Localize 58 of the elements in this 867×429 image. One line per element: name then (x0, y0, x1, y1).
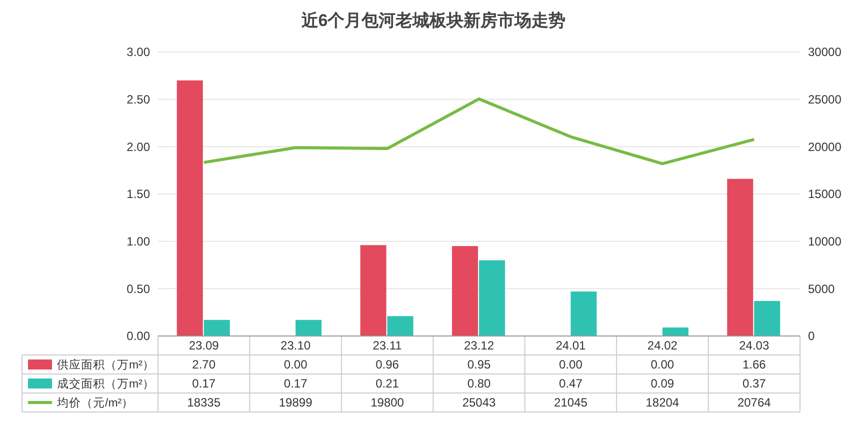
x-tick-label: 23.11 (372, 338, 402, 353)
y2-tick-label: 0 (808, 329, 815, 344)
chart-title: 近6个月包河老城板块新房市场走势 (300, 11, 566, 30)
legend-label: 成交面积（万m²） (57, 376, 154, 391)
x-tick-label: 24.02 (647, 338, 678, 353)
data-label: 2.70 (192, 358, 216, 372)
bar (570, 292, 597, 336)
y2-tick-label: 5000 (808, 282, 836, 296)
bar (176, 80, 203, 336)
legend-label: 供应面积（万m²） (57, 358, 154, 372)
y-tick-label: 0.50 (126, 282, 150, 296)
x-tick-label: 24.01 (556, 338, 586, 353)
data-label: 19899 (278, 396, 313, 410)
x-tick-label: 24.03 (739, 338, 770, 353)
bar (727, 178, 754, 336)
data-label: 0.96 (376, 358, 400, 372)
bar (754, 300, 780, 336)
data-label: 0.21 (376, 376, 400, 391)
data-label: 0.37 (742, 376, 766, 391)
data-label: 0.17 (192, 376, 216, 391)
data-label: 0.47 (559, 376, 583, 391)
data-label: 21045 (554, 396, 588, 410)
data-label: 18204 (646, 396, 680, 410)
y-tick-label: 1.50 (126, 187, 150, 202)
line-series (202, 97, 756, 166)
data-label: 0.17 (284, 376, 308, 391)
data-label: 19800 (370, 396, 404, 410)
data-label: 0.00 (650, 358, 674, 372)
bar (387, 316, 414, 336)
data-label: 0.00 (559, 358, 583, 372)
data-label: 1.66 (742, 358, 766, 372)
y-tick-label: 2.50 (126, 92, 150, 107)
data-label: 0.09 (650, 376, 674, 391)
bar (360, 245, 386, 336)
data-label: 25043 (462, 396, 496, 410)
y-tick-label: 2.00 (126, 140, 150, 154)
y2-tick-label: 10000 (808, 234, 842, 249)
bar (662, 327, 688, 336)
x-tick-label: 23.10 (280, 338, 311, 353)
y-tick-label: 1.00 (126, 234, 150, 249)
y2-tick-label: 30000 (808, 45, 842, 60)
y-tick-label: 0.00 (126, 329, 150, 344)
data-label: 0.80 (467, 376, 491, 391)
bar (452, 246, 478, 336)
data-label: 18335 (187, 396, 221, 410)
y-tick-label: 3.00 (126, 45, 150, 60)
bar (296, 320, 322, 336)
bar (204, 320, 230, 336)
legend-label: 均价（元/m²） (56, 396, 134, 410)
y2-tick-label: 15000 (808, 187, 842, 202)
data-label: 0.95 (467, 358, 491, 372)
bar (479, 260, 505, 336)
data-label: 20764 (737, 396, 772, 410)
x-tick-label: 23.09 (188, 338, 220, 353)
x-tick-label: 23.12 (464, 338, 494, 353)
data-label: 0.00 (284, 358, 308, 372)
y2-tick-label: 25000 (808, 92, 842, 107)
y2-tick-label: 20000 (808, 140, 842, 154)
